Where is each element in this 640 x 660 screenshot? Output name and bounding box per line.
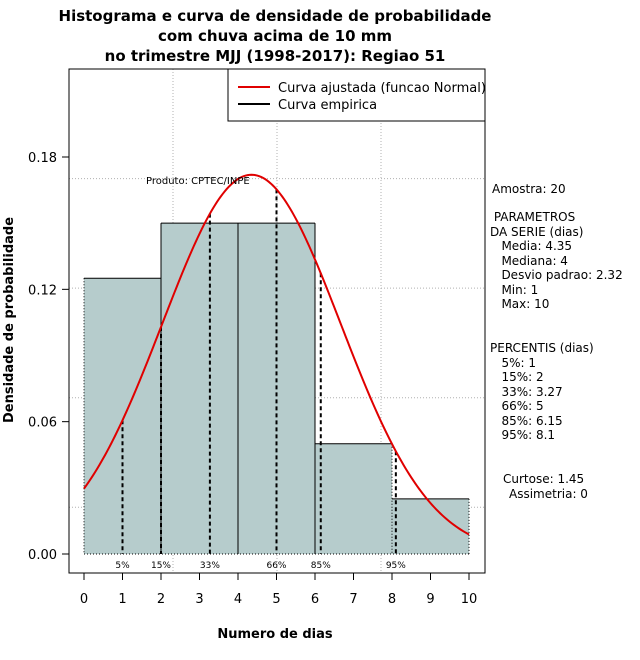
x-tick-label: 9	[426, 592, 434, 607]
percentile-label: 33%	[200, 561, 220, 571]
stats-assimetria: Assimetria: 0	[509, 487, 588, 501]
percentile-label: 66%	[266, 561, 286, 571]
x-tick-label: 1	[118, 592, 126, 607]
y-tick-label: 0.00	[28, 548, 57, 563]
stats-amostra: Amostra: 20	[492, 182, 566, 196]
chart-title-line: Histograma e curva de densidade de proba…	[59, 7, 492, 25]
y-axis-label: Densidade de probabilidade	[2, 217, 17, 423]
y-tick-label: 0.06	[28, 416, 57, 431]
legend: Curva ajustada (funcao Normal) Curva empi…	[227, 68, 486, 122]
x-tick-label: 2	[157, 592, 165, 607]
x-tick-label: 0	[80, 592, 88, 607]
x-tick-label: 4	[234, 592, 242, 607]
percentile-label: 95%	[386, 561, 406, 571]
percentile-label: 15%	[151, 561, 171, 571]
annotation-group: Produto: CPTEC/INPE	[146, 176, 250, 187]
stats-parametros: PARAMETROS DA SERIE (dias) Media: 4.35 M…	[490, 210, 623, 311]
histogram-bar	[161, 223, 238, 554]
percentile-lines: 5% 15% 33% 66% 85% 95%	[115, 189, 406, 571]
percentile-label: 5%	[115, 561, 130, 571]
stats-curtose: Curtose: 1.45	[503, 472, 585, 486]
legend-label: Curva ajustada (funcao Normal)	[278, 81, 486, 96]
x-tick-label: 8	[388, 592, 396, 607]
percentile-label: 85%	[311, 561, 331, 571]
axis-labels: Numero de dias Densidade de probabilidade	[2, 217, 333, 642]
x-tick-label: 10	[461, 592, 478, 607]
x-tick-label: 3	[195, 592, 203, 607]
chart-title-line: no trimestre MJJ (1998-2017): Regiao 51	[105, 47, 446, 65]
chart-title-group: Histograma e curva de densidade de proba…	[59, 7, 492, 65]
x-tick-label: 6	[311, 592, 319, 607]
normal-curve-group	[83, 173, 470, 536]
x-tick-label: 5	[272, 592, 280, 607]
x-axis-label: Numero de dias	[217, 627, 333, 642]
product-annotation: Produto: CPTEC/INPE	[146, 176, 250, 187]
y-tick-label: 0.12	[28, 283, 57, 298]
axes: 0 1 2 3 4 5 6 7 8 9 10 0.00 0.06 0.12 0.18	[28, 68, 486, 607]
y-tick-label: 0.18	[28, 151, 57, 166]
stats-percentis: PERCENTIS (dias) 5%: 1 15%: 2 33%: 3.27 …	[490, 341, 594, 442]
histogram-bar	[315, 443, 392, 554]
normal-curve	[83, 173, 470, 536]
x-tick-label: 7	[349, 592, 357, 607]
chart-title-line: com chuva acima de 10 mm	[158, 27, 392, 45]
legend-label: Curva empirica	[278, 98, 377, 113]
